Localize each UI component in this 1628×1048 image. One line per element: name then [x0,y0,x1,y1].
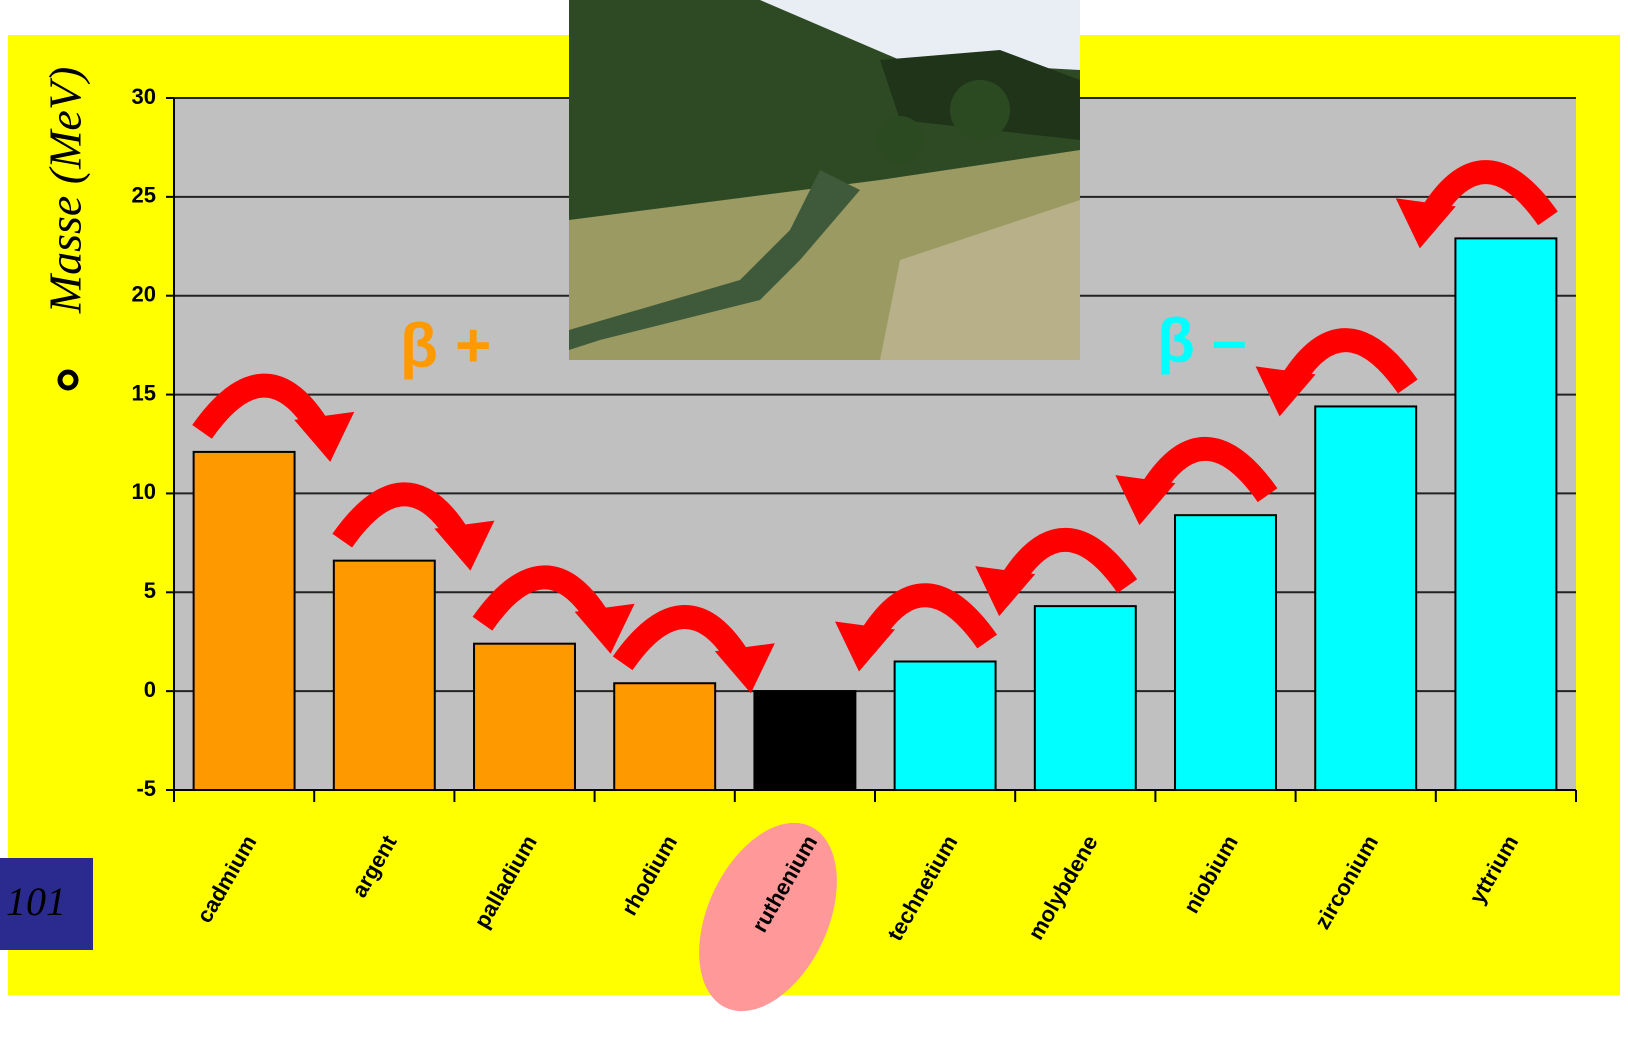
annotation: β + [400,311,491,380]
y-tick-label: 0 [144,677,156,702]
bar [1454,237,1558,791]
photo [569,0,1080,360]
y-tick-label: 30 [132,84,156,109]
decay-arrow [1255,328,1418,417]
bar [893,660,997,791]
y-tick-label: 20 [132,282,156,307]
bar [613,682,717,792]
arrow-head [834,621,895,672]
bar [1314,405,1418,791]
y-tick-label: 25 [132,183,156,208]
slide-number-box [0,858,93,950]
arrow-arc [1141,436,1278,503]
arrow-head [975,566,1036,617]
decay-arrow [1115,436,1278,526]
arrow-head [434,520,495,571]
decay-arrow [472,565,635,654]
annotation: β – [1157,306,1247,375]
arrow-arc [192,373,329,439]
arrow-arc [332,482,469,548]
decay-arrow [192,373,355,462]
arrow-head [294,411,355,462]
bar [1033,605,1137,792]
y-tick-label: -5 [136,776,156,801]
y-tick-label: 5 [144,578,156,603]
bullet [57,369,79,391]
y-tick-label: 10 [132,479,156,504]
arrow-arc [1281,328,1418,394]
bar [1174,514,1277,791]
bar [192,450,296,791]
decay-arrow [834,583,997,672]
arrow-arc [860,583,997,649]
arrow-arc [1001,527,1138,594]
y-axis-label: Masse (MeV) [40,67,91,315]
decay-arrow [612,605,775,694]
arrow-arc [612,605,749,671]
slide-number: 101 [6,879,66,924]
highlight [699,822,837,1012]
bar [753,690,857,792]
arrow-arc [1421,160,1558,226]
arrow-head [1115,475,1176,526]
bar [473,642,576,791]
bar [332,559,436,791]
y-tick-label: 15 [132,380,156,405]
arrow-head [1255,366,1316,417]
arrow-head [1395,198,1456,249]
arrow-head [574,603,635,654]
decay-arrow [1395,160,1558,249]
arrow-head [714,643,775,694]
decay-arrow [975,527,1138,617]
arrow-arc [472,565,609,631]
decay-arrow [332,482,495,571]
